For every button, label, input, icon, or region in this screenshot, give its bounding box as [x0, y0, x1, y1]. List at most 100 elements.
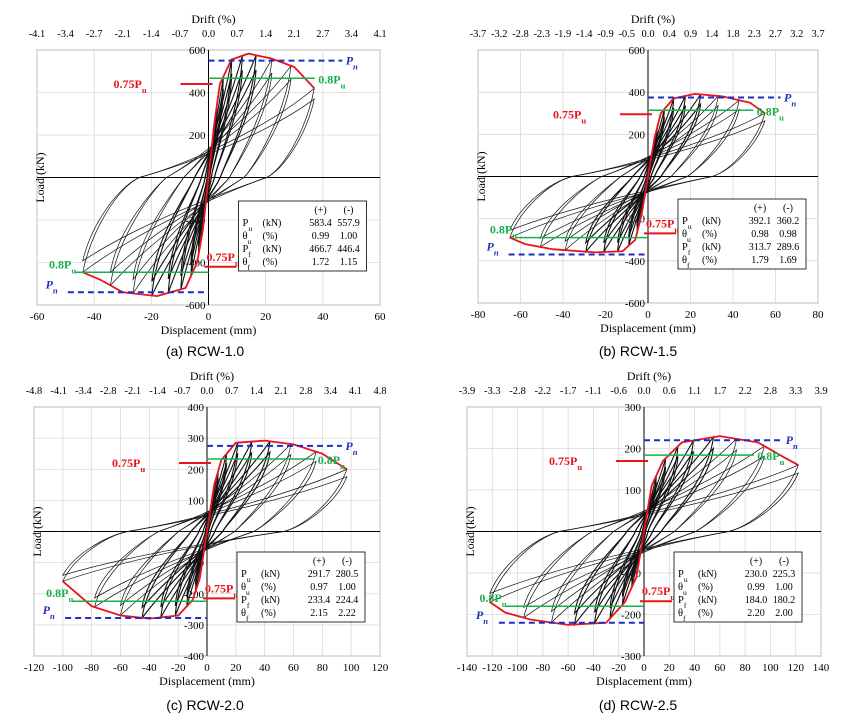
x-tick-label: 120	[787, 662, 804, 674]
hysteresis-loop	[609, 456, 679, 609]
envelope-negative	[489, 531, 645, 626]
table-value-pos: 583.4	[309, 218, 332, 229]
chart-panel-4: -140 -120 -100 -80 -60 -40 -20 0 20 40 60 80 100 120 1…	[457, 369, 830, 713]
table-value-pos: 2.15	[310, 608, 328, 619]
drift-tick-label: -3.9	[459, 386, 476, 397]
drift-tick-label: 3.4	[324, 386, 338, 397]
table-value-neg: 1.00	[338, 582, 356, 593]
table-value-pos: 313.7	[749, 242, 772, 253]
hysteresis-loop	[603, 105, 686, 244]
drift-tick-label: -4.1	[50, 386, 67, 397]
p75-label-positive: 0.75Pu	[553, 107, 586, 125]
table-row-symbol: θf	[243, 257, 251, 272]
x-tick-label: 40	[259, 662, 271, 674]
drift-tick-label: 0.0	[200, 386, 213, 397]
table-row-unit: (kN)	[263, 244, 282, 255]
table-row-unit: (%)	[263, 231, 278, 242]
table-header-pos: (+)	[750, 556, 762, 567]
x-tick-label: -20	[171, 662, 186, 674]
x-tick-label: 0	[645, 309, 651, 321]
y-tick-label: -600	[185, 300, 206, 312]
hysteresis-loop	[539, 108, 740, 240]
chart-panel-2: -80 -60 -40 -20 0 20 40 60 80-600-400-2002004006…	[470, 12, 825, 359]
table-header-neg: (-)	[783, 203, 793, 214]
drift-tick-label: 1.1	[688, 386, 701, 397]
hysteresis-loop	[190, 88, 224, 265]
results-table	[238, 200, 367, 272]
p75-label-positive: 0.75Pu	[549, 454, 582, 472]
table-value-pos: 184.0	[745, 595, 768, 606]
drift-tick-label: -0.6	[610, 386, 627, 397]
table-row-symbol: Pf	[682, 242, 691, 257]
drift-tick-label: 3.3	[789, 386, 802, 397]
table-row-unit: (%)	[261, 582, 276, 593]
y-axis-title: Load (kN)	[30, 506, 44, 556]
table-value-pos: 2.20	[747, 608, 765, 619]
drift-tick-label: -0.7	[172, 29, 189, 40]
x-tick-label: 100	[762, 662, 779, 674]
y-tick-label: 100	[625, 485, 642, 497]
drift-tick-label: -2.8	[509, 386, 526, 397]
drift-tick-label: -4.8	[26, 386, 43, 397]
x-tick-label: 20	[664, 662, 676, 674]
drift-tick-label: -0.7	[174, 386, 191, 397]
x-tick-label: 20	[260, 311, 272, 323]
x-tick-label: 60	[288, 662, 300, 674]
envelope-positive	[207, 52, 315, 178]
drift-tick-label: 0.9	[684, 29, 697, 40]
y-tick-label: 400	[629, 87, 646, 99]
pn-label-positive: Pn	[786, 433, 798, 451]
table-row-unit: (%)	[261, 608, 276, 619]
y-tick-label: 600	[189, 45, 206, 57]
hysteresis-loop	[62, 476, 348, 576]
drift-tick-label: 0.0	[641, 29, 654, 40]
table-header-pos: (+)	[313, 556, 325, 567]
table-value-neg: 280.5	[336, 569, 359, 580]
table-header-pos: (+)	[314, 205, 326, 216]
table-value-neg: 446.4	[337, 244, 360, 255]
y-tick-label: 300	[625, 402, 642, 414]
x-tick-label: 60	[714, 662, 726, 674]
table-header-neg: (-)	[779, 556, 789, 567]
envelope-positive	[647, 92, 766, 177]
table-value-neg: 289.6	[777, 242, 800, 253]
drift-tick-label: -1.7	[560, 386, 577, 397]
x-tick-label: -40	[586, 662, 601, 674]
table-row-unit: (kN)	[263, 218, 282, 229]
results-table	[673, 551, 803, 623]
table-row-unit: (%)	[702, 229, 717, 240]
hysteresis-loop	[132, 72, 273, 281]
table-row-symbol: Pf	[241, 595, 250, 610]
table-row-symbol: Pf	[243, 244, 252, 259]
x-tick-label: -40	[142, 662, 157, 674]
results-table	[236, 551, 366, 623]
p08u-label-positive: 0.8Pu	[757, 449, 784, 467]
drift-tick-label: 2.8	[299, 386, 312, 397]
p75-label-negative: 0.75Pu	[646, 216, 679, 234]
table-row-unit: (kN)	[261, 595, 280, 606]
table-value-neg: 224.4	[336, 595, 359, 606]
p75-label-negative: 0.75Pu	[642, 584, 675, 602]
drift-tick-label: 0.6	[663, 386, 676, 397]
x-tick-label: -60	[30, 311, 45, 323]
pn-label-positive: Pn	[346, 54, 358, 72]
drift-tick-label: 2.3	[748, 29, 761, 40]
table-row-unit: (%)	[698, 582, 713, 593]
x-tick-label: 20	[685, 309, 697, 321]
chart-panel-1: -60 -40 -20 0 20 40 60-600-400-200200400600-4.…	[29, 12, 387, 359]
table-header-neg: (-)	[342, 556, 352, 567]
x-tick-label: -140	[457, 662, 478, 674]
p08u-label-negative: 0.8Pu	[46, 586, 73, 604]
x-tick-label: -60	[513, 309, 528, 321]
table-row-unit: (%)	[698, 608, 713, 619]
envelope-positive	[643, 435, 799, 532]
table-value-neg: 0.98	[779, 229, 797, 240]
hysteresis-loop	[167, 70, 243, 280]
x-tick-label: 60	[770, 309, 782, 321]
drift-tick-label: 1.7	[713, 386, 726, 397]
p08u-label-positive: 0.8Pu	[318, 72, 345, 90]
table-row-symbol: Pu	[682, 216, 692, 231]
p08u-label-negative: 0.8Pu	[49, 257, 76, 275]
table-value-pos: 0.99	[747, 582, 765, 593]
x-tick-label: 140	[813, 662, 830, 674]
